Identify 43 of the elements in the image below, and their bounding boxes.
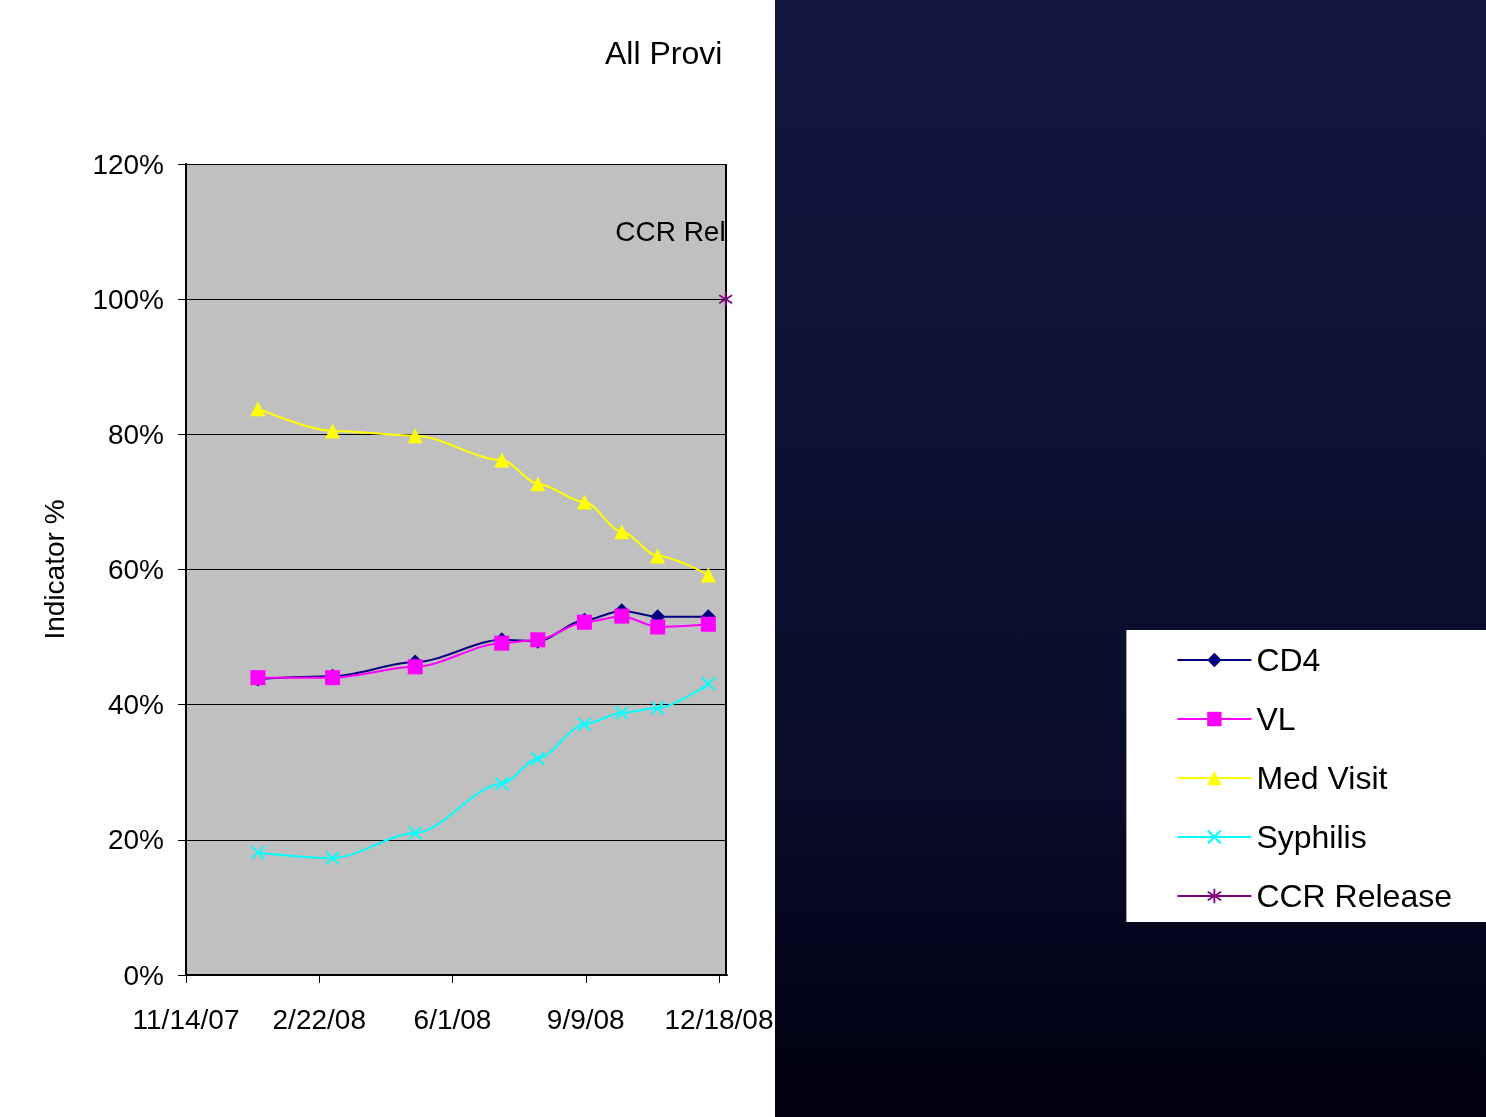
legend-label: CCR Release	[1256, 878, 1452, 914]
legend-label: Syphilis	[1256, 819, 1367, 855]
y-tick-label: 120%	[92, 148, 164, 180]
point	[530, 751, 545, 766]
legend-label: VL	[1256, 701, 1296, 737]
legend-label: Med Visit	[1256, 760, 1388, 796]
point	[250, 845, 265, 860]
point	[325, 423, 341, 439]
point	[407, 659, 423, 675]
point	[576, 494, 592, 510]
y-tick-label: 60%	[107, 554, 164, 585]
point	[494, 452, 510, 468]
point	[701, 676, 716, 691]
point	[614, 705, 629, 720]
y-tick-label: 100%	[92, 283, 164, 315]
point	[650, 619, 666, 635]
y-tick-label: 40%	[107, 689, 164, 721]
point	[325, 851, 340, 866]
x-tick-label: 2/22/08	[272, 1003, 366, 1035]
x-tick-label: 12/18/08	[664, 1003, 774, 1035]
point	[530, 476, 546, 492]
chart-title: All Provi	[605, 35, 723, 71]
point	[614, 524, 630, 540]
point	[407, 428, 423, 444]
point	[494, 776, 509, 791]
annotation: CCR Rel	[615, 216, 726, 248]
x-tick-label: 11/14/07	[132, 1003, 240, 1035]
x-tick-label: 9/9/08	[546, 1003, 625, 1035]
legend-label: CD4	[1256, 642, 1321, 678]
point	[614, 608, 630, 624]
point	[577, 717, 592, 732]
y-tick-label: 80%	[107, 418, 164, 450]
point	[408, 826, 423, 841]
point	[700, 616, 716, 632]
point	[650, 548, 666, 564]
x-tick-label: 6/1/08	[413, 1003, 492, 1035]
point	[650, 701, 665, 716]
y-tick-label: 0%	[123, 959, 164, 991]
point	[700, 567, 716, 583]
y-tick-label: 20%	[107, 824, 164, 856]
y-axis-title: Indicator %	[38, 499, 70, 640]
point	[718, 292, 733, 307]
point	[250, 401, 266, 417]
